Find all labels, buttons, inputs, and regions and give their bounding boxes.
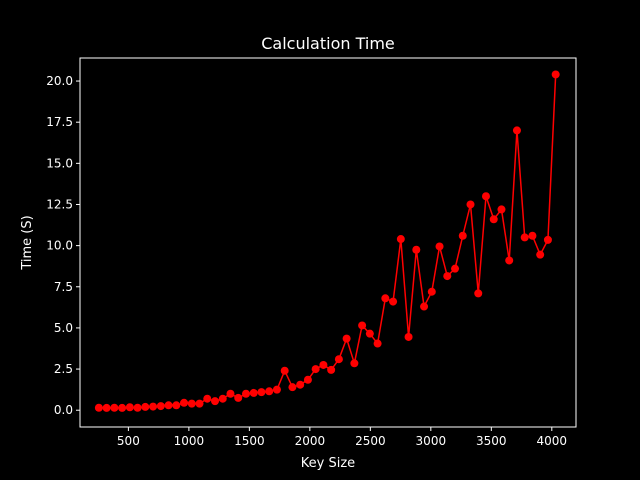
data-point xyxy=(141,402,150,411)
data-point xyxy=(520,233,529,242)
data-point xyxy=(451,264,460,273)
y-axis-ticks: 0.0 2.5 5.0 7.5 10.0 12.5 15.0 17.5 20.0 xyxy=(46,74,80,417)
data-point xyxy=(226,389,235,398)
chart-title: Calculation Time xyxy=(261,34,395,53)
x-tick-label: 500 xyxy=(117,434,140,448)
data-point xyxy=(536,250,545,259)
data-point xyxy=(265,387,274,396)
data-point xyxy=(489,215,498,224)
x-axis-ticks: 500 1000 1500 2000 2500 3000 3500 4000 xyxy=(117,427,567,448)
y-tick-label: 2.5 xyxy=(54,362,73,376)
data-point xyxy=(272,385,281,394)
data-point xyxy=(528,231,537,240)
x-tick-label: 2500 xyxy=(355,434,386,448)
data-point xyxy=(420,302,429,311)
data-layer xyxy=(94,70,560,412)
x-tick-label: 3500 xyxy=(476,434,507,448)
data-point xyxy=(195,399,204,408)
data-point xyxy=(458,231,467,240)
y-tick-label: 12.5 xyxy=(46,197,73,211)
data-point xyxy=(342,334,351,343)
data-point xyxy=(427,287,436,296)
data-point xyxy=(381,294,390,303)
y-tick-label: 10.0 xyxy=(46,239,73,253)
data-point xyxy=(311,365,320,374)
data-point xyxy=(180,398,189,407)
x-tick-label: 1500 xyxy=(234,434,265,448)
y-tick-label: 0.0 xyxy=(54,403,73,417)
data-point xyxy=(481,192,490,201)
data-point xyxy=(505,256,514,265)
y-axis-label: Time (S) xyxy=(20,215,35,270)
data-point xyxy=(334,355,343,364)
data-point xyxy=(512,126,521,135)
data-point xyxy=(203,394,212,403)
data-point xyxy=(241,389,250,398)
series-line xyxy=(98,74,557,409)
data-point xyxy=(404,332,413,341)
data-point xyxy=(303,375,312,384)
data-point xyxy=(497,205,506,214)
data-point xyxy=(551,70,560,79)
data-point xyxy=(218,394,227,403)
data-point xyxy=(389,297,398,306)
x-tick-label: 3000 xyxy=(416,434,447,448)
data-point xyxy=(319,360,328,369)
data-point xyxy=(172,401,181,410)
y-tick-label: 17.5 xyxy=(46,115,73,129)
data-point xyxy=(373,339,382,348)
x-tick-label: 1000 xyxy=(174,434,205,448)
data-point xyxy=(110,403,119,412)
data-point xyxy=(94,403,103,412)
data-point xyxy=(543,235,552,244)
data-point xyxy=(118,403,127,412)
y-tick-label: 15.0 xyxy=(46,156,73,170)
data-point xyxy=(249,388,258,397)
data-point xyxy=(466,200,475,209)
data-point xyxy=(327,365,336,374)
data-point xyxy=(435,242,444,251)
data-point xyxy=(396,235,405,244)
data-point xyxy=(358,321,367,330)
data-point xyxy=(149,402,158,411)
data-point xyxy=(350,359,359,368)
data-point xyxy=(234,393,243,402)
data-point xyxy=(288,383,297,392)
y-tick-label: 7.5 xyxy=(54,280,73,294)
data-point xyxy=(133,403,142,412)
x-tick-label: 2000 xyxy=(295,434,326,448)
data-point xyxy=(412,245,421,254)
data-point xyxy=(125,403,134,412)
data-point xyxy=(280,366,289,375)
data-point xyxy=(257,388,266,397)
data-point xyxy=(443,272,452,281)
data-point xyxy=(102,403,111,412)
data-point xyxy=(474,289,483,298)
data-point xyxy=(365,329,374,338)
x-tick-label: 4000 xyxy=(537,434,568,448)
y-tick-label: 5.0 xyxy=(54,321,73,335)
data-point xyxy=(296,380,305,389)
data-point xyxy=(211,397,220,406)
data-point xyxy=(156,402,165,411)
y-tick-label: 20.0 xyxy=(46,74,73,88)
x-axis-label: Key Size xyxy=(301,456,355,471)
data-point xyxy=(164,401,173,410)
data-point xyxy=(187,399,196,408)
plot-frame xyxy=(79,57,577,428)
